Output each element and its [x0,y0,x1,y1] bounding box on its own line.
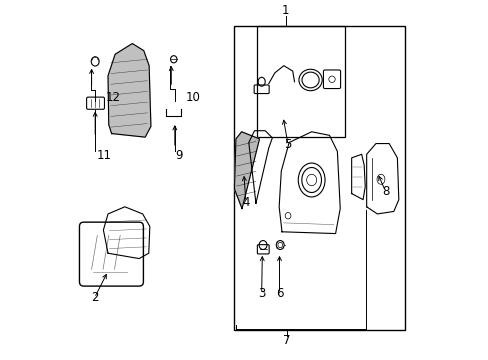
Text: 12: 12 [105,91,121,104]
Bar [257,26,344,137]
Polygon shape [234,132,259,208]
Text: 11: 11 [97,149,112,162]
Text: 3: 3 [258,287,265,300]
Text: 2: 2 [91,291,98,305]
Text: 9: 9 [175,149,183,162]
Bar [233,26,405,330]
Text: 7: 7 [283,334,290,347]
Text: 4: 4 [242,195,249,209]
Text: 8: 8 [381,185,388,198]
Text: 5: 5 [284,139,291,152]
Text: 1: 1 [281,4,289,17]
Text: 6: 6 [275,287,283,300]
Text: 10: 10 [185,91,200,104]
Polygon shape [108,44,151,137]
